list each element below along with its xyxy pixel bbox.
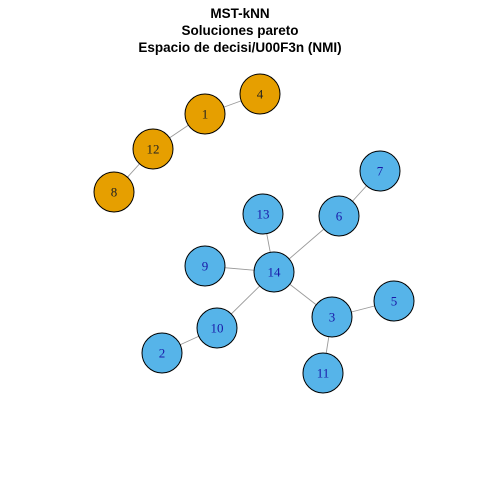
node-label-14: 14	[268, 265, 282, 280]
node-label-2: 2	[159, 346, 166, 361]
node-label-9: 9	[202, 259, 209, 274]
node-label-11: 11	[317, 366, 330, 381]
node-1: 1	[184, 93, 226, 135]
node-circle-9	[184, 245, 226, 287]
node-circle-8	[93, 171, 135, 213]
node-2: 2	[141, 332, 183, 374]
node-label-13: 13	[257, 207, 270, 222]
node-4: 4	[239, 73, 281, 115]
node-circle-7	[359, 150, 401, 192]
node-circle-14	[253, 251, 295, 293]
node-10: 10	[196, 307, 238, 349]
node-circle-1	[184, 93, 226, 135]
node-12: 12	[132, 128, 174, 170]
node-14: 14	[253, 251, 295, 293]
node-7: 7	[359, 150, 401, 192]
node-label-12: 12	[147, 142, 160, 157]
node-label-1: 1	[202, 107, 209, 122]
node-label-7: 7	[377, 164, 384, 179]
node-circle-3	[311, 296, 353, 338]
node-label-4: 4	[257, 87, 264, 102]
node-circle-2	[141, 332, 183, 374]
node-5: 5	[373, 280, 415, 322]
node-circle-5	[373, 280, 415, 322]
node-3: 3	[311, 296, 353, 338]
node-circle-13	[242, 193, 284, 235]
node-label-5: 5	[391, 294, 398, 309]
node-label-6: 6	[336, 209, 343, 224]
title-line-1: MST-kNN	[210, 6, 269, 21]
node-label-3: 3	[329, 310, 336, 325]
node-circle-12	[132, 128, 174, 170]
node-13: 13	[242, 193, 284, 235]
node-circle-6	[318, 195, 360, 237]
node-circle-10	[196, 307, 238, 349]
node-6: 6	[318, 195, 360, 237]
node-label-8: 8	[111, 185, 118, 200]
title-line-2: Soluciones pareto	[181, 23, 298, 38]
node-9: 9	[184, 245, 226, 287]
node-circle-4	[239, 73, 281, 115]
node-11: 11	[302, 352, 344, 394]
node-label-10: 10	[211, 321, 224, 336]
node-8: 8	[93, 171, 135, 213]
title-line-3: Espacio de decisi/U00F3n (NMI)	[138, 40, 341, 55]
node-circle-11	[302, 352, 344, 394]
figure-title: MST-kNN Soluciones pareto Espacio de dec…	[138, 6, 341, 55]
